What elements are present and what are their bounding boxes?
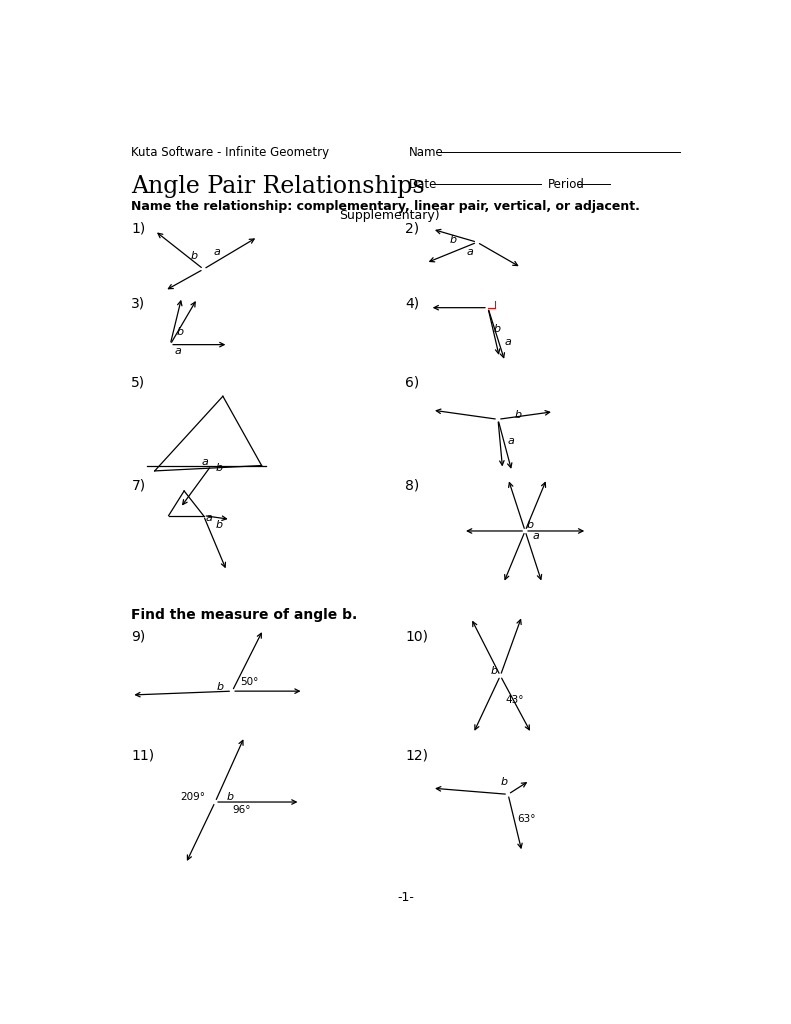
Text: 6): 6) bbox=[405, 376, 419, 389]
Text: a: a bbox=[214, 247, 221, 257]
Text: b: b bbox=[449, 234, 456, 245]
Text: 5): 5) bbox=[131, 376, 146, 389]
Text: 9): 9) bbox=[131, 630, 146, 643]
Text: Angle Pair Relationships: Angle Pair Relationships bbox=[131, 175, 425, 199]
Text: a: a bbox=[507, 436, 514, 445]
Text: b: b bbox=[191, 251, 198, 261]
Text: a: a bbox=[505, 337, 512, 347]
Text: -1-: -1- bbox=[397, 891, 414, 904]
Text: a: a bbox=[533, 530, 539, 541]
Text: 50°: 50° bbox=[240, 677, 259, 687]
Text: 7): 7) bbox=[131, 478, 146, 493]
Text: b: b bbox=[215, 463, 222, 473]
Text: Date: Date bbox=[409, 178, 437, 191]
Text: a: a bbox=[206, 513, 213, 523]
Text: b: b bbox=[494, 325, 501, 334]
Text: Name: Name bbox=[409, 146, 444, 159]
Text: 96°: 96° bbox=[233, 805, 251, 815]
Text: 209°: 209° bbox=[180, 793, 205, 803]
Text: 2): 2) bbox=[405, 221, 419, 236]
Text: b: b bbox=[215, 520, 222, 529]
Text: 3): 3) bbox=[131, 296, 146, 310]
Text: b: b bbox=[527, 520, 534, 529]
Text: Supplementary): Supplementary) bbox=[339, 209, 440, 222]
Text: b: b bbox=[176, 328, 184, 337]
Text: Find the measure of angle b.: Find the measure of angle b. bbox=[131, 608, 358, 622]
Text: 4): 4) bbox=[405, 296, 419, 310]
Text: Kuta Software - Infinite Geometry: Kuta Software - Infinite Geometry bbox=[131, 146, 330, 159]
Text: Period: Period bbox=[548, 178, 585, 191]
Text: 12): 12) bbox=[405, 749, 428, 762]
Text: 11): 11) bbox=[131, 749, 154, 762]
Text: 8): 8) bbox=[405, 478, 419, 493]
Text: 1): 1) bbox=[131, 221, 146, 236]
Text: Name the relationship: complementary, linear pair, vertical, or adjacent.: Name the relationship: complementary, li… bbox=[131, 200, 640, 213]
Text: 10): 10) bbox=[405, 630, 428, 643]
Text: b: b bbox=[217, 682, 224, 691]
Text: b: b bbox=[227, 792, 234, 802]
Text: a: a bbox=[202, 457, 209, 467]
Text: b: b bbox=[501, 777, 508, 787]
Text: 43°: 43° bbox=[505, 695, 524, 706]
Text: b: b bbox=[515, 411, 522, 421]
Text: 63°: 63° bbox=[517, 814, 536, 824]
Text: a: a bbox=[175, 346, 182, 355]
Text: b: b bbox=[491, 667, 498, 676]
Text: a: a bbox=[467, 247, 474, 257]
